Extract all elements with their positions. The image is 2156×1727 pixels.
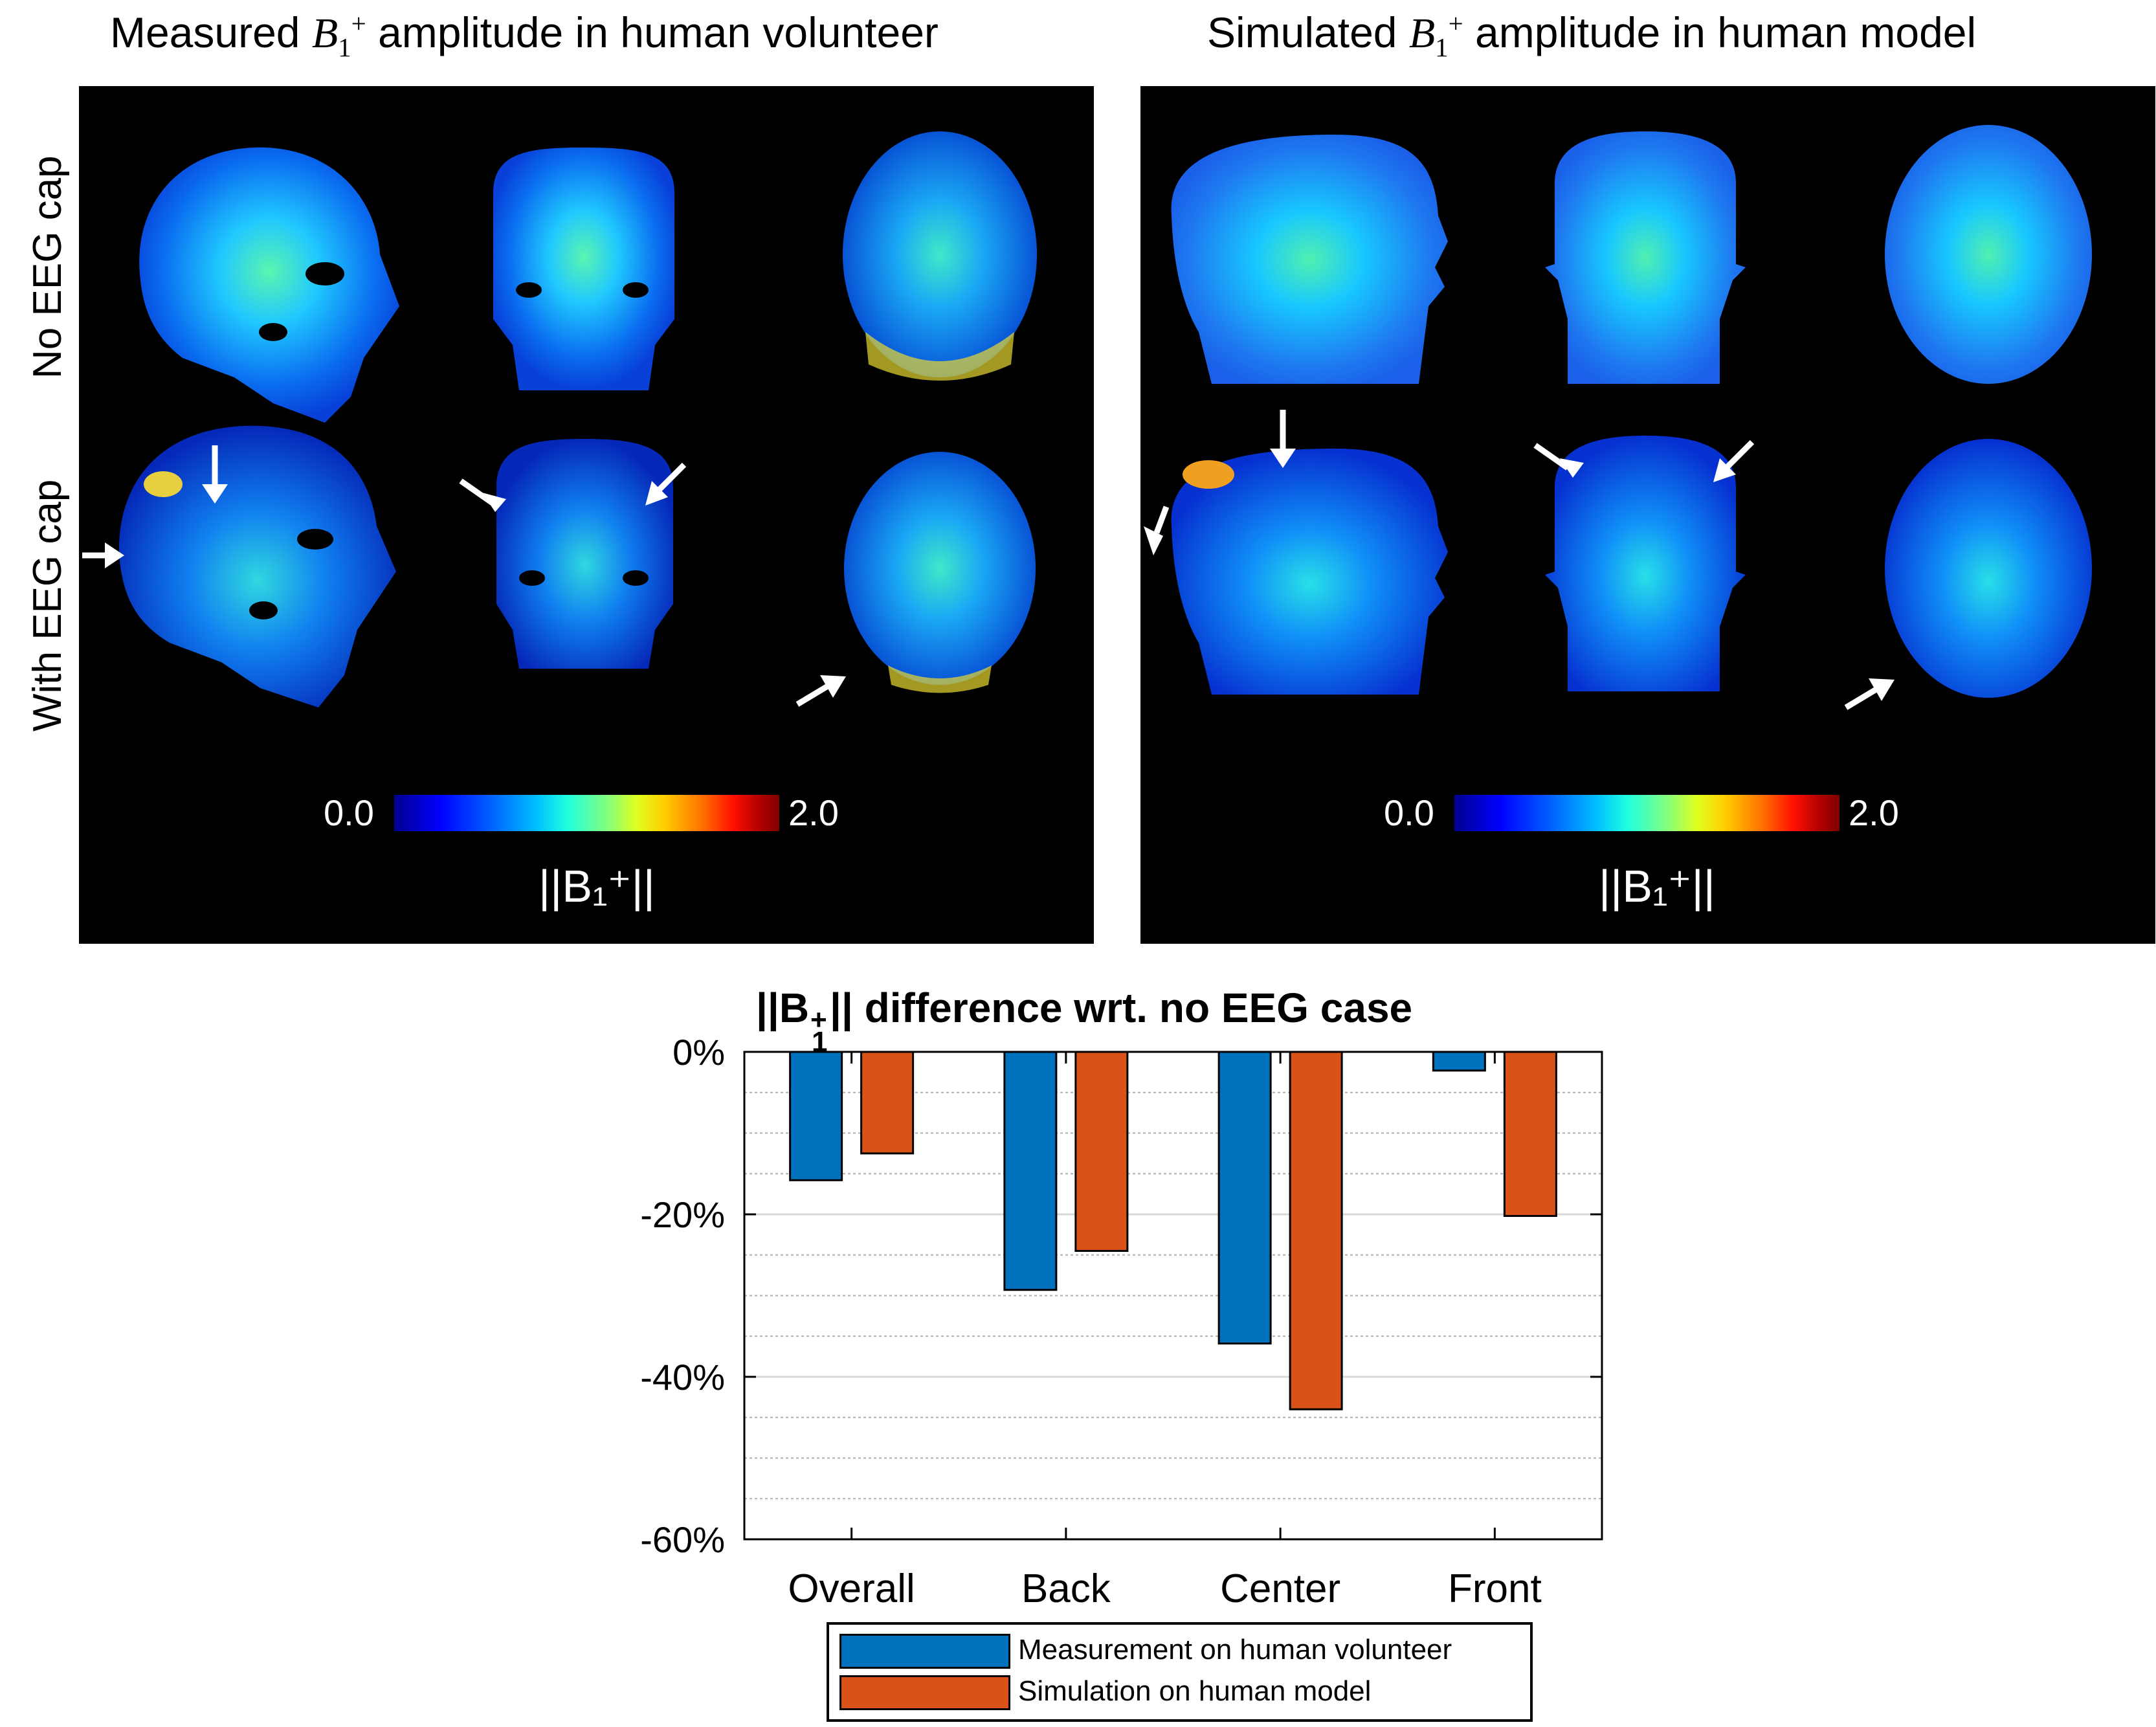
- simulated-annotation-arrows: [1144, 410, 1895, 710]
- annotation-arrows: [82, 445, 846, 707]
- simulated-axial-with-eeg: [1885, 439, 2092, 698]
- left-title-prefix: Measured: [110, 8, 300, 56]
- measured-colorbar-label: ||B₁⁺||: [539, 861, 655, 911]
- simulated-colorbar: [1454, 795, 1839, 831]
- bar-center-simulation: [1289, 1051, 1343, 1410]
- axes-box: [743, 1051, 1603, 1541]
- measured-coronal-no-eeg: [493, 148, 674, 390]
- bar-center-measurement: [1217, 1051, 1272, 1345]
- measured-sagittal-no-eeg: [139, 147, 399, 423]
- legend-label-measurement: Measurement on human volunteer: [1018, 1634, 1452, 1666]
- y-tick-label: -40%: [640, 1357, 725, 1398]
- chart-legend: Measurement on human volunteer Simulatio…: [827, 1622, 1533, 1722]
- measured-colorbar-max: 2.0: [788, 792, 839, 833]
- y-tick-label: 0%: [672, 1032, 725, 1073]
- left-panel-title: Measured B1+ amplitude in human voluntee…: [110, 8, 939, 63]
- simulated-sagittal-with-eeg: [1171, 449, 1448, 695]
- bar-overall-simulation: [860, 1051, 915, 1155]
- simulated-sagittal-no-eeg: [1171, 135, 1448, 384]
- chart-title: ||B +1 || difference wrt. no EEG case: [756, 985, 1413, 1058]
- simulated-axial-no-eeg: [1885, 125, 2092, 384]
- simulated-maps-image: [1144, 125, 2092, 710]
- x-category-label: Center: [1220, 1566, 1340, 1611]
- bar-back-measurement: [1003, 1051, 1058, 1291]
- bar-front-simulation: [1503, 1051, 1557, 1218]
- bar-overall-measurement: [789, 1051, 843, 1181]
- bar-back-simulation: [1074, 1051, 1129, 1252]
- simulated-coronal-with-eeg: [1545, 436, 1746, 691]
- measured-sagittal-with-eeg: [118, 425, 396, 708]
- y-tick-label: -60%: [640, 1519, 725, 1560]
- right-title-suffix: amplitude in human model: [1475, 8, 1977, 56]
- measured-axial-no-eeg: [843, 131, 1037, 381]
- measured-colorbar: [394, 795, 779, 831]
- legend-swatch-measurement: [839, 1634, 1010, 1669]
- legend-label-simulation: Simulation on human model: [1018, 1675, 1372, 1707]
- measured-maps-image: [82, 131, 1037, 708]
- x-category-label: Back: [1021, 1566, 1111, 1611]
- left-title-suffix: amplitude in human volunteer: [378, 8, 939, 56]
- measured-coronal-with-eeg: [496, 439, 673, 669]
- measured-colorbar-min: 0.0: [324, 792, 374, 833]
- simulated-coronal-no-eeg: [1545, 131, 1746, 384]
- right-title-symbol: B1+: [1408, 9, 1463, 63]
- x-category-label: Front: [1448, 1566, 1542, 1611]
- legend-swatch-simulation: [839, 1675, 1010, 1710]
- simulated-maps-panel: 0.0 2.0 ||B₁⁺||: [1140, 86, 2155, 944]
- simulated-colorbar-label: ||B₁⁺||: [1599, 861, 1715, 911]
- measured-maps-panel: 0.0 2.0 ||B₁⁺||: [79, 86, 1094, 944]
- simulated-colorbar-max: 2.0: [1849, 792, 1899, 833]
- right-panel-title: Simulated B1+ amplitude in human model: [1207, 8, 1976, 63]
- x-category-label: Overall: [788, 1566, 915, 1611]
- y-tick-label: -20%: [640, 1194, 725, 1235]
- bar-front-measurement: [1432, 1051, 1486, 1072]
- measured-axial-with-eeg: [844, 452, 1036, 693]
- simulated-colorbar-min: 0.0: [1384, 792, 1434, 833]
- right-title-prefix: Simulated: [1207, 8, 1397, 56]
- left-title-symbol: B1+: [311, 9, 366, 63]
